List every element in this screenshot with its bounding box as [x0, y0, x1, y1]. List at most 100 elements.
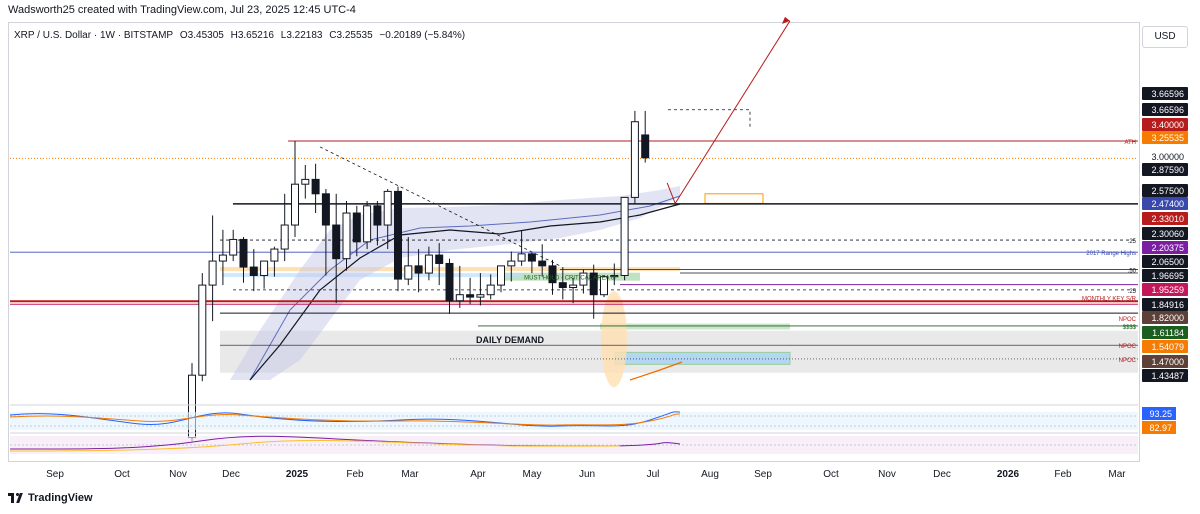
- candle-body: [198, 284, 207, 376]
- ohlc-close: C3.25535: [329, 30, 373, 41]
- x-axis-label: Mar: [401, 469, 419, 480]
- highlight-ellipse: [601, 291, 627, 388]
- price-label-bg: [1142, 340, 1188, 353]
- candle-body: [424, 254, 433, 274]
- candle-body: [641, 134, 650, 159]
- candle-body: [249, 266, 258, 276]
- tradingview-logo-icon: [8, 493, 24, 503]
- price-label-bg: [1142, 184, 1188, 197]
- ema-line-fast: [249, 203, 681, 381]
- price-label-bg: [1142, 369, 1188, 382]
- tradingview-logo[interactable]: TradingView: [8, 492, 93, 504]
- price-axis-label: 1.84916: [1151, 300, 1184, 310]
- price-axis-label: 3.66596: [1151, 105, 1184, 115]
- chart-frame: [8, 22, 1140, 462]
- candle-body: [558, 282, 567, 288]
- price-axis-label: 1.47000: [1151, 357, 1184, 367]
- x-axis-label: Aug: [701, 469, 719, 480]
- price-axis-label: 1.95259: [1151, 285, 1184, 295]
- chart-annotation: NPOC: [1119, 344, 1137, 350]
- x-axis-label: Sep: [46, 469, 64, 480]
- oscillator-1-slow-line: [9, 413, 681, 426]
- currency-button[interactable]: USD: [1142, 26, 1188, 48]
- candle-body: [538, 260, 547, 267]
- candle-body: [280, 224, 289, 250]
- x-axis-label: 2026: [997, 469, 1020, 480]
- chart-annotation: ATH: [1124, 140, 1136, 146]
- candle-body: [311, 178, 320, 195]
- ohlc-low: L3.22183: [280, 30, 323, 41]
- light-blue-band: [222, 273, 522, 278]
- symbol-info: XRP / U.S. Dollar · 1W · BITSTAMP O3.453…: [14, 30, 469, 41]
- price-axis-label: 2.33010: [1151, 214, 1184, 224]
- candle-body: [497, 265, 505, 286]
- ohlc-change: −0.20189 (−5.84%): [379, 30, 466, 41]
- price-label-bg: [1142, 227, 1188, 240]
- chart-annotation: .25: [1128, 289, 1137, 295]
- price-label-bg: [1142, 269, 1188, 282]
- chart-annotation: MUST HOLD - CRITICAL AREA of: [524, 276, 616, 282]
- candle-body: [620, 196, 629, 276]
- candle-body: [466, 294, 475, 298]
- x-axis-label: Sep: [754, 469, 772, 480]
- candle-body: [435, 254, 444, 264]
- price-axis-label: 3.40000: [1151, 120, 1184, 130]
- candle-body: [610, 274, 619, 278]
- symbol-name[interactable]: XRP / U.S. Dollar · 1W · BITSTAMP: [14, 30, 174, 41]
- x-axis-label: Oct: [114, 469, 130, 480]
- price-label-bg: [1142, 355, 1188, 368]
- candle-body: [208, 260, 217, 286]
- candle-body: [229, 238, 238, 256]
- price-label-bg: [1142, 103, 1188, 116]
- candle-body: [383, 190, 392, 226]
- daily-demand-zone: [220, 330, 1138, 373]
- price-axis-label: 2.57500: [1151, 186, 1184, 196]
- candle-body: [579, 272, 588, 286]
- candle-body: [486, 284, 495, 296]
- x-axis-label: Jun: [579, 469, 595, 480]
- candle-body: [569, 284, 578, 288]
- price-label-bg: [1142, 298, 1188, 311]
- candle-body: [291, 183, 299, 226]
- x-axis-label: Feb: [346, 469, 364, 480]
- candle-body: [600, 276, 608, 296]
- target-arrow-head: [782, 16, 790, 24]
- x-axis-label: Apr: [470, 469, 486, 480]
- oscillator-value-label: 93.25: [1149, 409, 1172, 419]
- x-axis-label: 2025: [286, 469, 309, 480]
- price-axis-label: 3.25535: [1151, 133, 1184, 143]
- oscillator-label-bg: [1142, 407, 1176, 420]
- price-label-bg: [1142, 131, 1188, 144]
- orange-target-box: [704, 193, 764, 204]
- x-axis-label: Dec: [222, 469, 240, 480]
- price-axis-label: 3.66596: [1151, 89, 1184, 99]
- chart-annotation: .25: [1128, 239, 1137, 245]
- price-label-bg: [1142, 326, 1188, 339]
- price-axis-label: 2.87590: [1151, 165, 1184, 175]
- oscillator-1-band: [10, 412, 1138, 430]
- price-axis-label: 1.61184: [1152, 328, 1184, 338]
- x-axis-label: Jul: [647, 469, 660, 480]
- chart-annotation: $$$$: [1123, 325, 1137, 331]
- candle-body: [527, 253, 536, 262]
- oscillator-label-bg: [1142, 421, 1176, 434]
- oscillator-2-signal: [9, 440, 621, 452]
- projection-box: [668, 109, 751, 129]
- x-axis-label: Nov: [878, 469, 896, 480]
- candle-body: [445, 262, 454, 302]
- chart-annotation: NPOC: [1119, 358, 1137, 364]
- price-label-bg: [1142, 212, 1188, 225]
- candle-body: [548, 265, 557, 284]
- tradingview-brand: TradingView: [28, 492, 93, 504]
- green-liquidity-box: [600, 323, 790, 330]
- x-axis-label: Oct: [823, 469, 839, 480]
- x-axis-label: Dec: [933, 469, 951, 480]
- x-axis-label: Feb: [1054, 469, 1072, 480]
- candle-body: [455, 294, 464, 302]
- price-axis-label: 2.30060: [1151, 229, 1184, 239]
- target-arrow: [666, 20, 791, 205]
- chart-annotation: NPOC: [1119, 317, 1137, 323]
- must-hold-zone: [505, 272, 640, 281]
- price-label-bg: [1142, 87, 1188, 100]
